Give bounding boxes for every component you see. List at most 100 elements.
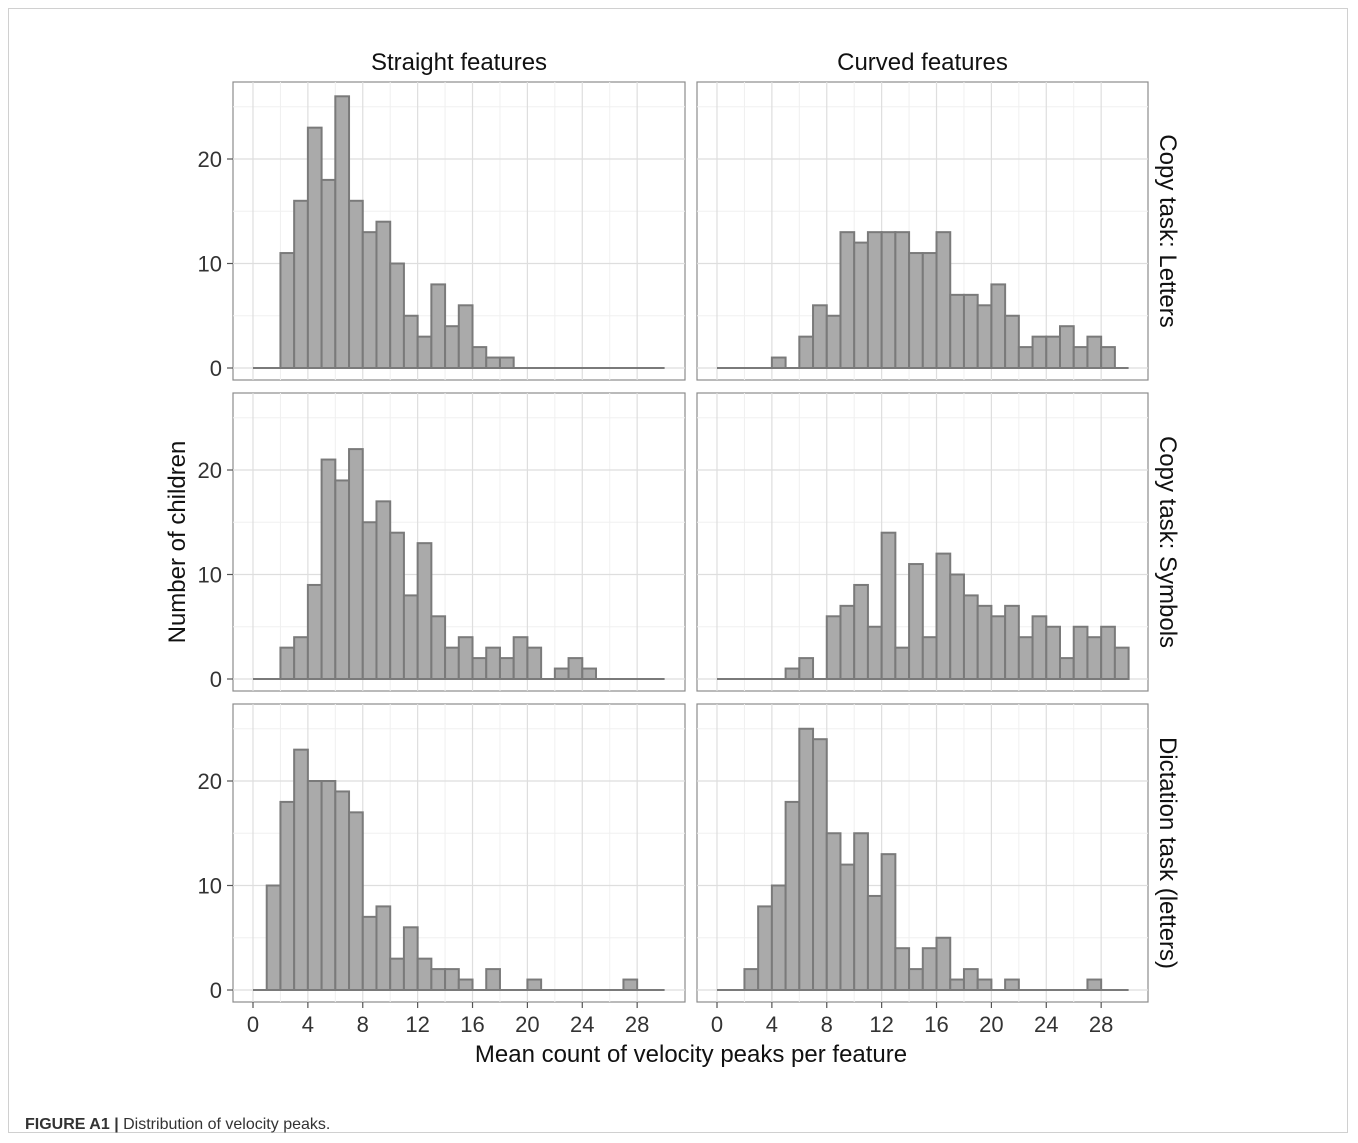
histogram-bar: [498, 657, 515, 680]
histogram-bar: [866, 231, 883, 369]
histogram-bar: [1100, 625, 1116, 680]
x-tick-label: 20: [515, 1012, 539, 1037]
histogram-bar: [430, 968, 447, 991]
panel-copy-task-symbols-straight-features: [232, 392, 686, 692]
histogram-bar: [402, 926, 419, 991]
histogram-bar: [389, 531, 405, 681]
histogram-bar: [457, 636, 474, 681]
histogram-bar: [743, 968, 760, 991]
y-tick-label: 10: [198, 874, 222, 899]
histogram-bar: [935, 552, 952, 680]
x-tick-label: 8: [821, 1012, 833, 1037]
histogram-bar: [770, 356, 787, 369]
histogram-bar: [880, 231, 897, 369]
histogram-bar: [949, 573, 965, 680]
histogram-bar: [471, 657, 488, 680]
histogram-bar: [1004, 978, 1020, 991]
histogram-bar: [1017, 636, 1034, 681]
y-tick-label: 20: [198, 769, 222, 794]
histogram-bar: [990, 283, 1007, 369]
histogram-bar: [567, 657, 584, 680]
histogram-bar: [348, 199, 364, 369]
histogram-bar: [839, 231, 856, 369]
histogram-bar: [320, 178, 337, 369]
histogram-bar: [1113, 646, 1130, 681]
histogram-bar: [949, 293, 965, 370]
figure-frame: [8, 8, 1348, 1133]
histogram-bar: [962, 293, 979, 370]
caption-text: Distribution of velocity peaks.: [123, 1116, 331, 1133]
faceted-histogram-chart: Straight features Curved features Copy ta…: [164, 49, 1181, 1068]
histogram-bar: [402, 314, 419, 369]
histogram-bar: [293, 748, 309, 992]
histogram-bar: [1059, 657, 1075, 680]
histogram-bar: [853, 832, 869, 991]
histogram-bar: [279, 800, 296, 992]
histogram-bar: [1045, 625, 1062, 680]
panel-dictation-task-letters-curved-features: [696, 703, 1149, 1003]
histogram-bar: [976, 604, 993, 680]
histogram-bar: [430, 615, 447, 680]
histogram-bar: [935, 936, 952, 991]
histogram-bar: [361, 231, 378, 369]
histogram-bar: [402, 594, 419, 681]
histogram-bar: [375, 220, 392, 369]
histogram-bar: [880, 531, 897, 681]
figure-caption: FIGURE A1 | Distribution of velocity pea…: [25, 1116, 330, 1134]
histogram-bar: [1004, 314, 1020, 369]
histogram-bar: [990, 615, 1007, 680]
y-tick-label: 20: [198, 458, 222, 483]
x-tick-label: 28: [1089, 1012, 1113, 1037]
histogram-bar: [485, 968, 501, 991]
histogram-bar: [526, 646, 543, 681]
x-tick-label: 12: [869, 1012, 893, 1037]
histogram-bar: [306, 780, 323, 991]
histogram-bar: [825, 832, 842, 991]
histogram-bar: [798, 657, 815, 680]
histogram-bar: [921, 947, 938, 992]
histogram-bar: [334, 479, 351, 681]
column-label-straight-features: Straight features: [371, 49, 547, 76]
histogram-bar: [935, 231, 952, 369]
histogram-bar: [1086, 335, 1103, 369]
histogram-bar: [375, 905, 392, 992]
histogram-bar: [825, 615, 842, 680]
row-label-copy-task-symbols: Copy task: Symbols: [1154, 436, 1181, 648]
histogram-bar: [444, 325, 460, 370]
histogram-bar: [962, 594, 979, 681]
histogram-bar: [553, 667, 570, 680]
histogram-bar: [444, 968, 460, 991]
histogram-bar: [512, 636, 529, 681]
x-tick-label: 12: [405, 1012, 429, 1037]
histogram-bar: [812, 738, 828, 992]
histogram-bar: [430, 283, 447, 369]
histogram-bar: [1004, 604, 1020, 680]
panel-copy-task-letters-straight-features: [232, 81, 686, 381]
column-label-curved-features: Curved features: [837, 49, 1008, 76]
x-tick-label: 8: [357, 1012, 369, 1037]
x-tick-label: 16: [924, 1012, 948, 1037]
histogram-bar: [361, 915, 378, 991]
x-tick-label: 20: [979, 1012, 1003, 1037]
histogram-bar: [306, 583, 323, 681]
histogram-bar: [894, 231, 911, 369]
histogram-bar: [908, 968, 924, 991]
histogram-bar: [949, 978, 965, 991]
y-tick-label: 0: [210, 356, 222, 381]
histogram-bar: [1031, 615, 1048, 680]
histogram-bar: [457, 978, 474, 991]
histogram-bar: [416, 542, 433, 681]
histogram-bar: [293, 636, 309, 681]
histogram-bar: [485, 646, 501, 681]
histogram-bar: [976, 304, 993, 369]
caption-label: FIGURE A1 |: [25, 1116, 119, 1133]
histogram-bar: [757, 905, 773, 992]
histogram-bar: [976, 978, 993, 991]
histogram-bar: [389, 957, 405, 992]
y-tick-label: 0: [210, 978, 222, 1003]
histogram-bar: [1072, 625, 1089, 680]
histogram-bar: [908, 252, 924, 369]
histogram-bar: [1086, 978, 1103, 991]
histogram-bar: [770, 884, 787, 991]
histogram-bar: [1072, 346, 1089, 370]
